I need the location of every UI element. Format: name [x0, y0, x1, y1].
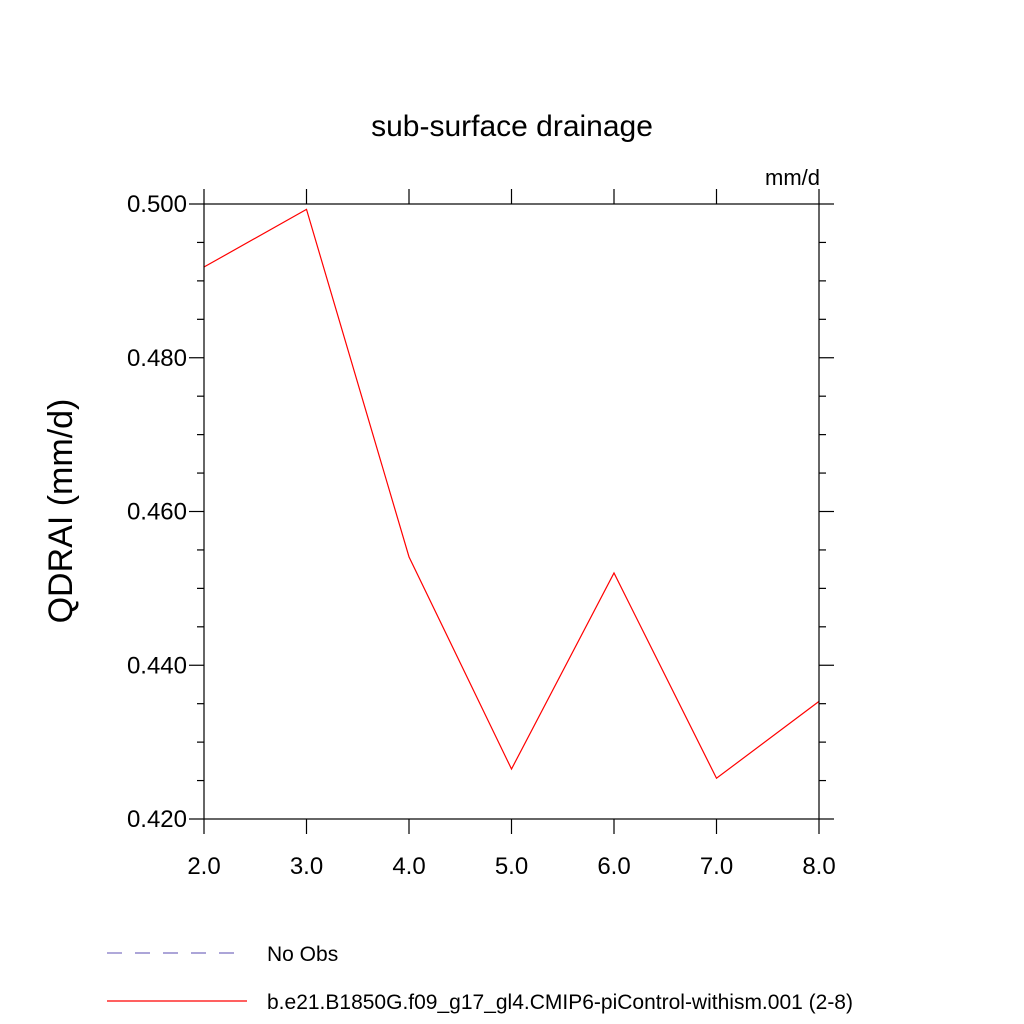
y-tick-label: 0.440 [127, 652, 187, 679]
legend-label: b.e21.B1850G.f09_g17_gl4.CMIP6-piControl… [267, 991, 853, 1014]
y-tick-label: 0.460 [127, 499, 187, 526]
y-tick-label: 0.480 [127, 345, 187, 372]
y-tick-label: 0.500 [127, 191, 187, 218]
y-axis-label: QDRAI (mm/d) [42, 399, 80, 624]
legend-label: No Obs [267, 943, 338, 966]
units-label: mm/d [765, 165, 820, 190]
x-tick-label: 8.0 [802, 853, 835, 880]
x-tick-label: 4.0 [392, 853, 425, 880]
x-tick-label: 3.0 [290, 853, 323, 880]
x-tick-label: 6.0 [597, 853, 630, 880]
x-tick-label: 5.0 [495, 853, 528, 880]
plot-frame [203, 203, 820, 820]
axis-ticks: 0.420 0.440 0.460 0.480 0.500 2.0 3.0 4.0 5.0 6.0… [127, 189, 836, 880]
y-tick-label: 0.420 [127, 806, 187, 833]
chart-title: sub-surface drainage [371, 110, 653, 143]
legend: No Obs b.e21.B1850G.f09_g17_gl4.CMIP6-piC… [107, 943, 853, 1014]
series-lines [203, 208, 820, 780]
x-tick-label: 2.0 [187, 853, 220, 880]
series-line [203, 208, 820, 780]
x-tick-label: 7.0 [700, 853, 733, 880]
